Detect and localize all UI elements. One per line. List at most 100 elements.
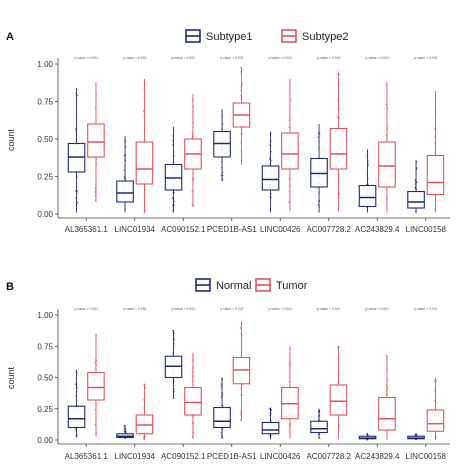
observation-dot xyxy=(269,163,272,165)
observation-dot xyxy=(434,114,437,117)
observation-dot xyxy=(289,90,291,92)
observation-dot xyxy=(75,400,78,402)
observation-dot xyxy=(193,172,195,175)
observation-dot xyxy=(269,434,271,437)
observation-dot xyxy=(386,434,389,436)
box-subtype2 xyxy=(232,67,251,165)
x-tick-label: LINC01934 xyxy=(115,225,156,234)
observation-dot xyxy=(241,130,243,132)
observation-dot xyxy=(124,159,127,161)
observation-dot xyxy=(222,436,224,438)
observation-dot xyxy=(143,87,145,89)
observation-dot xyxy=(270,437,272,440)
observation-dot xyxy=(220,395,222,397)
observation-dot xyxy=(94,191,97,193)
observation-dot xyxy=(143,198,146,200)
observation-dot xyxy=(288,365,291,368)
observation-dot xyxy=(143,437,145,439)
observation-dot xyxy=(173,342,175,344)
observation-dot xyxy=(221,379,223,382)
iqr-box xyxy=(261,165,280,191)
y-tick-label: 0.00 xyxy=(37,210,53,219)
observation-dot xyxy=(95,94,97,96)
observation-dot xyxy=(221,178,223,180)
observation-dot xyxy=(386,387,389,389)
observation-dot xyxy=(289,427,291,429)
observation-dot xyxy=(318,408,320,411)
x-tick-label: AC090152.1 xyxy=(161,225,206,234)
observation-dot xyxy=(240,67,242,69)
observation-dot xyxy=(385,354,387,357)
observation-dot xyxy=(192,121,195,124)
observation-dot xyxy=(337,100,339,103)
legend-label-subtype1: Subtype1 xyxy=(206,31,252,43)
iqr-box xyxy=(329,384,348,416)
p-value-label: p-value < 0.001 xyxy=(269,307,293,311)
observation-dot xyxy=(385,384,388,387)
observation-dot xyxy=(95,368,97,370)
observation-dot xyxy=(75,391,78,393)
observation-dot xyxy=(193,205,195,207)
observation-dot xyxy=(124,140,127,143)
iqr-box xyxy=(358,184,377,208)
p-value-label: p-value < 0.001 xyxy=(220,56,244,60)
observation-dot xyxy=(338,97,340,99)
legend-label-normal: Normal xyxy=(216,280,251,292)
observation-dot xyxy=(385,84,387,87)
observation-dot xyxy=(95,353,98,356)
p-value-label: p-value < 0.001 xyxy=(269,56,293,60)
observation-dot xyxy=(289,116,292,118)
x-tick-label: LINC00158 xyxy=(406,452,447,461)
observation-dot xyxy=(221,171,224,174)
observation-dot xyxy=(173,380,175,382)
observation-dot xyxy=(144,189,146,191)
observation-dot xyxy=(240,133,242,135)
observation-dot xyxy=(289,430,291,432)
observation-dot xyxy=(220,383,223,386)
observation-dot xyxy=(386,107,388,110)
box-normal xyxy=(67,370,86,438)
observation-dot xyxy=(172,397,175,400)
observation-dot xyxy=(318,199,321,202)
observation-dot xyxy=(144,90,146,93)
observation-dot xyxy=(289,347,291,349)
observation-dot xyxy=(240,89,242,92)
x-tick-label: AC243829.4 xyxy=(355,225,400,234)
observation-dot xyxy=(241,84,243,87)
observation-dot xyxy=(414,433,417,436)
observation-dot xyxy=(289,126,291,128)
observation-dot xyxy=(143,110,145,113)
observation-dot xyxy=(76,192,78,195)
p-value-label: p-value < 0.001 xyxy=(414,56,438,60)
observation-dot xyxy=(435,401,437,404)
observation-dot xyxy=(386,128,389,131)
observation-dot xyxy=(191,132,193,134)
box-normal xyxy=(310,408,328,439)
observation-dot xyxy=(386,367,388,370)
observation-dot xyxy=(288,119,291,121)
observation-dot xyxy=(240,96,243,99)
observation-dot xyxy=(75,196,78,199)
observation-dot xyxy=(124,138,126,141)
observation-dot xyxy=(123,424,125,427)
observation-dot xyxy=(337,98,339,101)
observation-dot xyxy=(269,134,272,136)
observation-dot xyxy=(434,408,437,410)
observation-dot xyxy=(192,421,195,424)
observation-dot xyxy=(290,362,292,364)
observation-dot xyxy=(385,189,388,192)
observation-dot xyxy=(385,389,387,391)
observation-dot xyxy=(318,432,321,435)
p-value-label: p-value < 0.001 xyxy=(172,56,196,60)
iqr-box xyxy=(87,371,105,401)
box-subtype2 xyxy=(329,71,348,211)
observation-dot xyxy=(416,181,418,184)
observation-dot xyxy=(144,405,146,407)
p-value-label: p-value < 0.001 xyxy=(123,56,147,60)
observation-dot xyxy=(338,191,340,194)
y-tick-label: 0.50 xyxy=(37,374,53,383)
box-tumor xyxy=(135,383,154,441)
observation-dot xyxy=(192,376,194,378)
box-subtype1 xyxy=(358,149,377,213)
